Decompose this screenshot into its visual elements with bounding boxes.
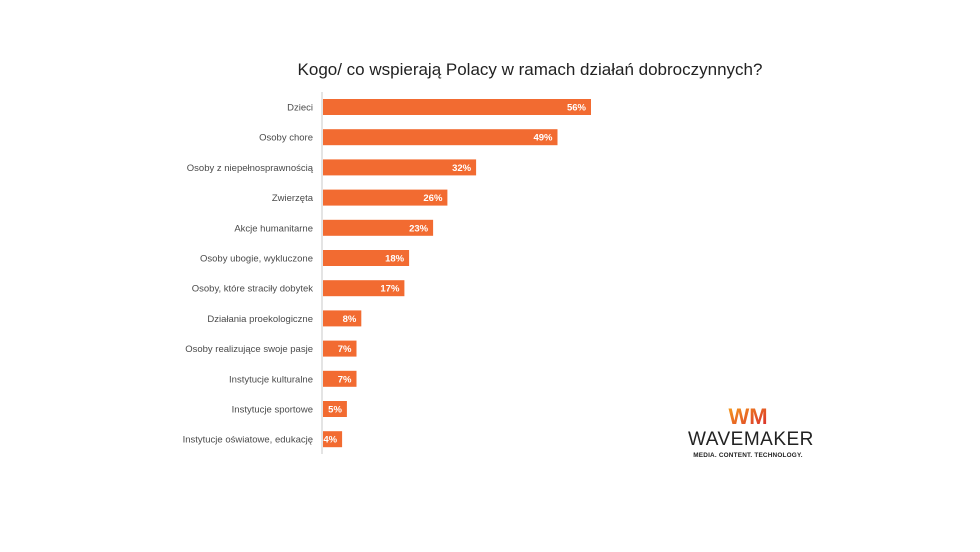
value-label: 26%: [423, 193, 443, 204]
wavemaker-logo: WM WAVEMAKER MEDIA. CONTENT. TECHNOLOGY.: [688, 404, 814, 459]
category-label: Działania proekologiczne: [207, 314, 313, 325]
category-label: Akcje humanitarne: [234, 223, 313, 234]
category-label: Instytucje kulturalne: [229, 374, 313, 385]
category-label: Osoby, które straciły dobytek: [192, 284, 314, 295]
category-label: Osoby ubogie, wykluczone: [200, 254, 313, 265]
value-label: 17%: [380, 284, 400, 295]
category-label: Zwierzęta: [272, 193, 314, 204]
bar-10: [323, 401, 347, 417]
value-label: 5%: [328, 405, 342, 416]
value-label: 49%: [533, 133, 553, 144]
value-label: 32%: [452, 163, 472, 174]
category-label: Dzieci: [287, 103, 313, 114]
bar-8: [323, 340, 357, 357]
bar-0: [323, 99, 591, 115]
value-label: 56%: [567, 103, 587, 114]
wm-logo-mark: WM: [728, 404, 767, 428]
bar-2: [323, 159, 477, 176]
bar-7: [323, 310, 362, 327]
category-label: Osoby z niepełnosprawnością: [187, 163, 314, 174]
bar-4: [323, 219, 434, 236]
bar-11: [323, 431, 343, 448]
value-label: 7%: [338, 374, 352, 385]
bars-group: Dzieci 56% Osoby chore 49% Osoby z niepełnos…: [183, 99, 591, 448]
brand-tagline: MEDIA. CONTENT. TECHNOLOGY.: [693, 452, 803, 459]
category-label: Osoby realizujące swoje pasje: [185, 344, 313, 355]
value-label: 23%: [409, 223, 429, 234]
category-label: Instytucje oświatowe, edukację: [183, 435, 313, 446]
value-label: 8%: [343, 314, 357, 325]
bar-9: [323, 370, 357, 387]
category-label: Osoby chore: [259, 133, 313, 144]
value-label: 7%: [338, 344, 352, 355]
bar-1: [323, 129, 558, 146]
bar-5: [323, 250, 410, 266]
value-label: 4%: [323, 435, 337, 446]
value-label: 18%: [385, 254, 405, 265]
bar-3: [323, 189, 448, 206]
chart-title: Kogo/ co wspierają Polacy w ramach dział…: [297, 60, 763, 79]
brand-name: WAVEMAKER: [688, 429, 814, 450]
svg-text:WM: WM: [728, 404, 767, 428]
bar-6: [323, 280, 405, 297]
category-label: Instytucje sportowe: [232, 405, 313, 416]
